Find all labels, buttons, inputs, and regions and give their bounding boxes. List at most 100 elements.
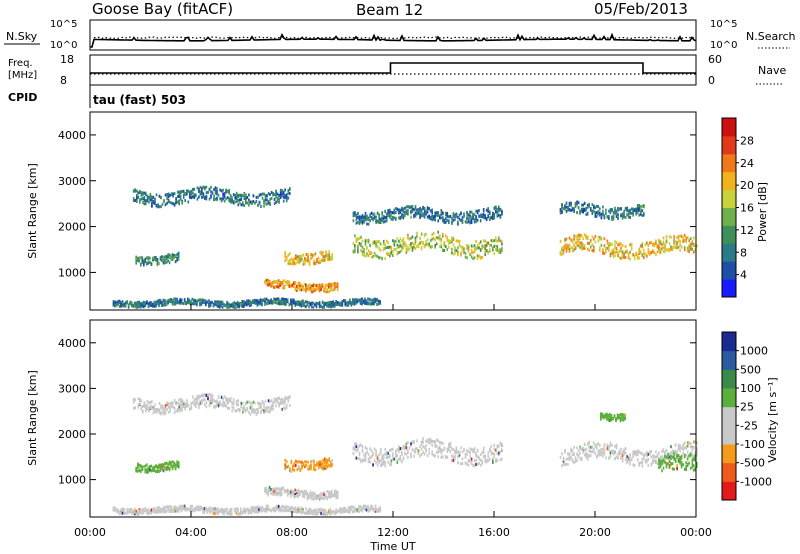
echo-cell: [612, 217, 615, 221]
echo-cell: [591, 445, 594, 449]
echo-cell: [263, 204, 265, 208]
echo-cell: [250, 303, 253, 307]
echo-cell: [277, 285, 280, 289]
echo-cell: [442, 234, 444, 238]
echo-cell: [451, 240, 453, 244]
echo-cell: [355, 300, 357, 304]
echo-cell: [150, 464, 153, 468]
echo-cell: [685, 464, 687, 468]
echo-cell: [382, 456, 385, 460]
echo-cell: [242, 407, 244, 410]
echo-cell: [354, 250, 356, 254]
echo-cell: [151, 201, 153, 205]
echo-cell: [152, 407, 155, 411]
echo-cell: [498, 248, 500, 252]
echo-cell: [293, 301, 295, 305]
echo-cell: [623, 215, 625, 219]
echo-cell: [353, 298, 356, 302]
echo-cell: [256, 301, 259, 305]
echo-cell: [667, 248, 669, 252]
echo-cell: [162, 255, 165, 259]
echo-cell: [387, 455, 389, 459]
echo-cell: [335, 303, 337, 306]
echo-cell: [120, 508, 122, 512]
echo-cell: [429, 209, 432, 213]
echo-cell: [143, 202, 146, 206]
echo-cell: [320, 509, 322, 513]
echo-cell: [369, 250, 371, 254]
echo-cell: [585, 455, 587, 459]
echo-cell: [361, 253, 364, 257]
echo-cell: [420, 232, 423, 236]
echo-cell: [143, 262, 145, 266]
echo-cell: [655, 450, 657, 454]
beam-title: Beam 12: [356, 1, 423, 19]
echo-cell: [154, 403, 156, 407]
echo-cell: [243, 305, 245, 308]
echo-cell: [137, 462, 139, 466]
echo-cell: [609, 210, 612, 213]
echo-cell: [489, 248, 491, 252]
echo-cell: [352, 211, 355, 215]
echo-cell: [297, 300, 300, 304]
echo-cell: [574, 204, 577, 208]
echo-cell: [310, 460, 312, 463]
echo-cell: [223, 395, 226, 399]
echo-cell: [425, 232, 427, 236]
echo-cell: [246, 303, 248, 307]
echo-cell: [570, 456, 572, 460]
echo-cell: [321, 300, 324, 304]
echo-cell: [204, 393, 206, 397]
echo-cell: [242, 410, 244, 414]
echo-cell: [137, 258, 139, 262]
echo-cell: [123, 303, 125, 307]
echo-cell: [141, 508, 144, 512]
echo-cell: [286, 505, 289, 509]
echo-cell: [341, 302, 344, 306]
echo-cell: [422, 214, 424, 218]
echo-cell: [376, 244, 379, 248]
echo-cell: [196, 505, 198, 509]
echo-cell: [677, 239, 680, 243]
echo-cell: [265, 489, 268, 492]
echo-cell: [568, 243, 571, 247]
echo-cell: [693, 250, 695, 254]
echo-cell: [671, 467, 674, 471]
echo-cell: [260, 193, 262, 196]
echo-cell: [431, 439, 433, 443]
freq-label: Freq.: [8, 58, 33, 69]
echo-cell: [332, 304, 334, 308]
echo-cell: [376, 456, 379, 460]
echo-cell: [167, 402, 170, 406]
echo-cell: [164, 193, 167, 197]
echo-cell: [614, 246, 616, 250]
echo-cell: [691, 247, 694, 251]
echo-cell: [493, 447, 496, 451]
echo-cell: [300, 511, 303, 515]
echo-cell: [298, 464, 300, 468]
echo-cell: [691, 463, 694, 467]
echo-cell: [260, 409, 262, 413]
echo-cell: [623, 452, 625, 456]
echo-cell: [304, 460, 306, 464]
echo-cell: [410, 442, 412, 446]
echo-cell: [626, 213, 628, 217]
echo-cell: [204, 403, 206, 406]
echo-cell: [305, 464, 308, 467]
echo-cell: [329, 282, 331, 286]
echo-cell: [302, 300, 304, 304]
echo-cell: [367, 240, 370, 244]
echo-cell: [583, 244, 586, 248]
echo-cell: [571, 249, 574, 253]
echo-cell: [392, 239, 394, 243]
echo-cell: [364, 452, 367, 456]
echo-cell: [611, 218, 613, 221]
echo-cell: [611, 443, 613, 447]
echo-cell: [446, 455, 449, 459]
echo-cell: [229, 305, 231, 309]
echo-cell: [216, 190, 218, 193]
echo-cell: [184, 192, 186, 196]
echo-cell: [296, 300, 298, 304]
echo-cell: [179, 397, 182, 401]
echo-cell: [375, 451, 377, 455]
